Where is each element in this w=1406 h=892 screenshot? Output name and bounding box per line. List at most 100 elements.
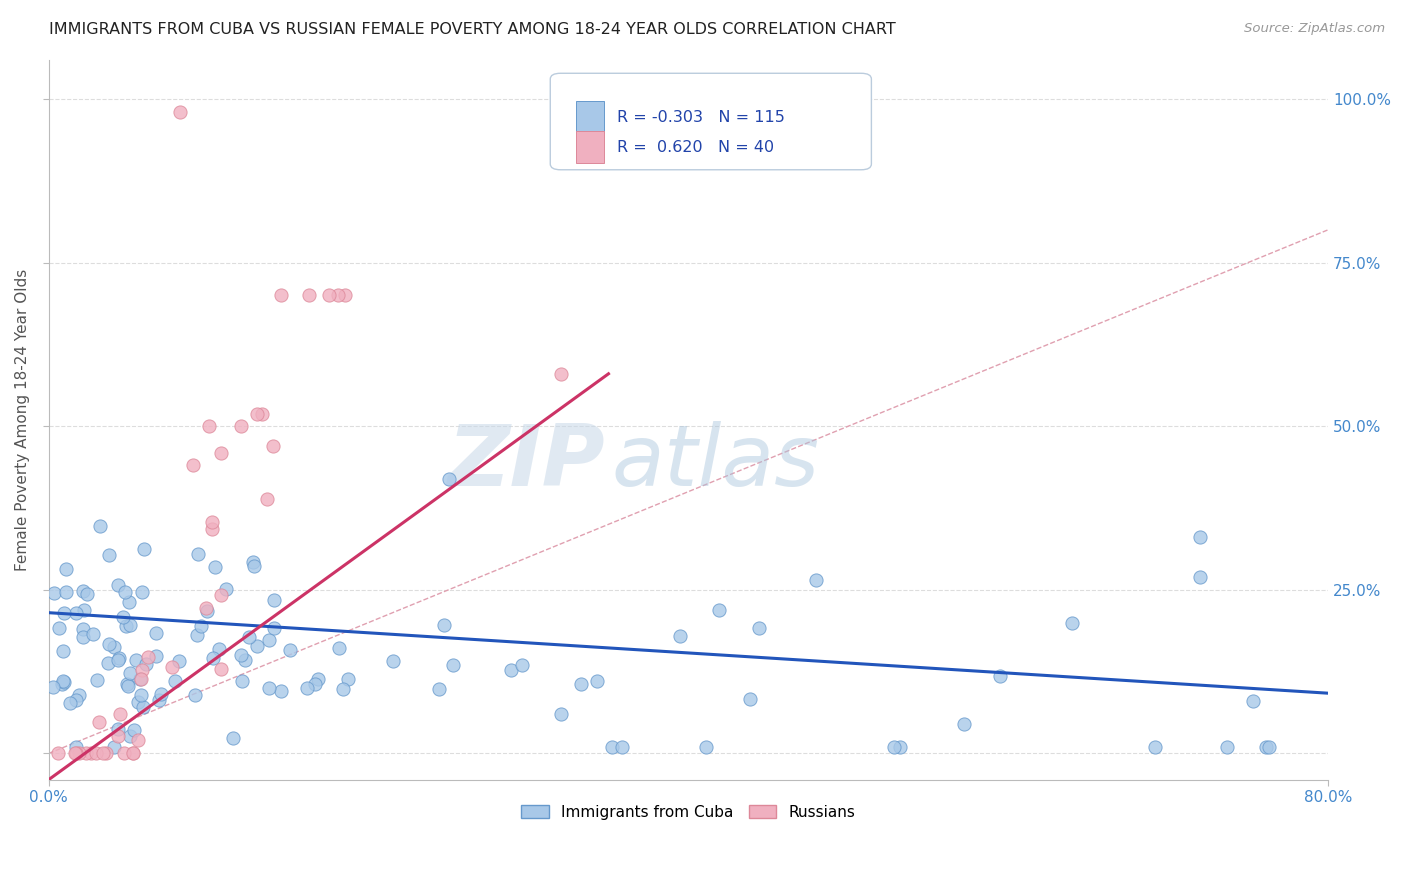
- Point: [1189, 530, 1212, 544]
- Point: [600, 739, 623, 754]
- Point: [194, 601, 217, 615]
- Point: [131, 689, 153, 703]
- Point: [889, 739, 911, 754]
- Point: [1254, 739, 1277, 754]
- Point: [72, 630, 94, 644]
- Point: [145, 648, 167, 663]
- Point: [1216, 739, 1239, 754]
- Point: [328, 288, 350, 302]
- Point: [215, 582, 238, 596]
- Point: [204, 560, 226, 574]
- Point: [120, 729, 142, 743]
- Point: [120, 617, 142, 632]
- Point: [437, 471, 460, 485]
- Point: [42, 585, 65, 599]
- Point: [988, 669, 1011, 683]
- Point: [208, 642, 231, 657]
- Point: [318, 288, 340, 302]
- Point: [97, 548, 120, 562]
- Point: [76, 586, 98, 600]
- Point: [257, 632, 280, 647]
- Point: [186, 628, 208, 642]
- Point: [278, 642, 301, 657]
- Point: [129, 673, 152, 687]
- Point: [1062, 615, 1084, 630]
- Point: [120, 666, 142, 681]
- Point: [138, 650, 160, 665]
- Point: [190, 618, 212, 632]
- Point: [52, 673, 75, 688]
- Point: [114, 585, 136, 599]
- Point: [195, 604, 218, 618]
- Point: [246, 639, 269, 653]
- Point: [382, 654, 405, 668]
- Point: [132, 541, 155, 556]
- Point: [86, 673, 108, 687]
- Point: [65, 747, 87, 761]
- Point: [231, 673, 253, 688]
- Point: [145, 626, 167, 640]
- Y-axis label: Female Poverty Among 18-24 Year Olds: Female Poverty Among 18-24 Year Olds: [15, 268, 30, 571]
- Text: IMMIGRANTS FROM CUBA VS RUSSIAN FEMALE POVERTY AMONG 18-24 YEAR OLDS CORRELATION: IMMIGRANTS FROM CUBA VS RUSSIAN FEMALE P…: [49, 22, 896, 37]
- Point: [112, 609, 135, 624]
- Point: [150, 687, 173, 701]
- Point: [695, 739, 717, 754]
- Point: [89, 519, 111, 533]
- Point: [41, 681, 63, 695]
- Point: [229, 419, 252, 434]
- Point: [48, 621, 70, 635]
- Point: [125, 653, 148, 667]
- Point: [238, 630, 260, 644]
- Point: [115, 677, 138, 691]
- Point: [117, 679, 139, 693]
- Point: [337, 672, 360, 686]
- Point: [112, 747, 135, 761]
- Point: [883, 739, 905, 754]
- Point: [73, 603, 96, 617]
- Point: [298, 288, 321, 302]
- Point: [328, 640, 350, 655]
- Point: [87, 714, 110, 729]
- Point: [209, 445, 232, 459]
- Point: [135, 657, 157, 672]
- Point: [63, 747, 86, 761]
- Point: [333, 288, 356, 302]
- Point: [107, 722, 129, 736]
- Point: [118, 595, 141, 609]
- Point: [263, 593, 285, 607]
- Point: [270, 288, 292, 302]
- Point: [433, 618, 456, 632]
- Point: [128, 672, 150, 686]
- Point: [127, 695, 149, 709]
- Point: [740, 692, 762, 706]
- Point: [242, 555, 264, 569]
- Point: [84, 747, 107, 761]
- Point: [96, 656, 118, 670]
- Point: [148, 692, 170, 706]
- Point: [160, 659, 183, 673]
- Point: [183, 688, 205, 702]
- Point: [201, 523, 224, 537]
- Point: [169, 654, 191, 668]
- Point: [65, 606, 87, 620]
- Point: [107, 729, 129, 743]
- Point: [510, 657, 533, 672]
- Point: [233, 653, 256, 667]
- Point: [65, 693, 87, 707]
- Point: [1258, 739, 1281, 754]
- Point: [1144, 739, 1167, 754]
- Point: [263, 621, 285, 635]
- Point: [806, 573, 828, 587]
- Point: [51, 677, 73, 691]
- Point: [332, 681, 354, 696]
- Point: [1241, 694, 1264, 708]
- Point: [115, 619, 138, 633]
- Point: [586, 674, 609, 689]
- Point: [103, 739, 125, 754]
- Point: [121, 747, 143, 761]
- Point: [257, 681, 280, 695]
- Point: [65, 739, 87, 754]
- Point: [441, 657, 464, 672]
- Point: [108, 650, 131, 665]
- Point: [748, 621, 770, 635]
